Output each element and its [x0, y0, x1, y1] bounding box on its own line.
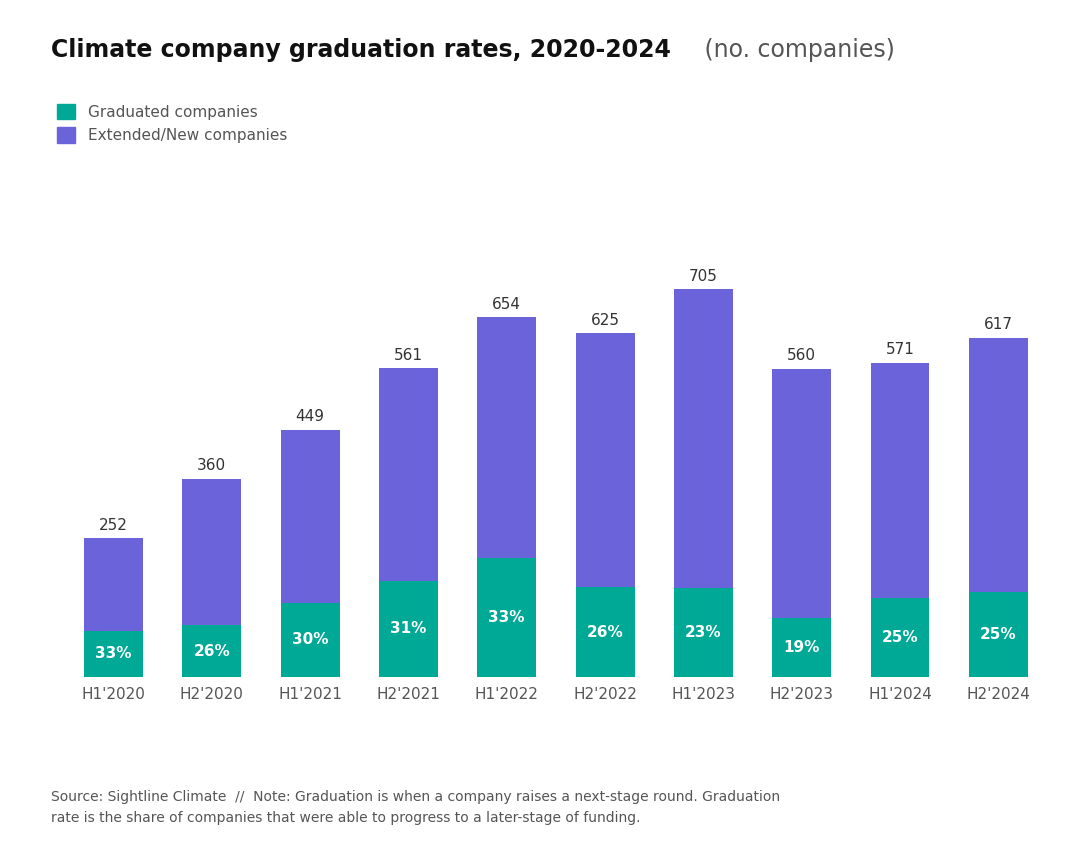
Text: 30%: 30% — [292, 632, 328, 647]
Bar — [969, 592, 1028, 677]
Text: (no. companies): (no. companies) — [697, 38, 895, 62]
Bar — [477, 317, 536, 558]
Bar — [871, 363, 930, 598]
Text: 26%: 26% — [193, 644, 230, 658]
Legend: Graduated companies, Extended/New companies: Graduated companies, Extended/New compan… — [57, 104, 287, 143]
Bar — [379, 581, 438, 677]
Text: 33%: 33% — [488, 610, 525, 625]
Bar — [871, 598, 930, 677]
Bar — [379, 368, 438, 581]
Bar — [674, 588, 732, 677]
Text: 23%: 23% — [685, 624, 722, 640]
Text: 617: 617 — [984, 317, 1013, 332]
Bar — [182, 479, 241, 625]
Bar — [477, 558, 536, 677]
Text: 560: 560 — [787, 349, 816, 364]
Text: 252: 252 — [99, 518, 128, 533]
Bar — [772, 618, 832, 677]
Text: 26%: 26% — [586, 624, 623, 640]
Bar — [576, 587, 634, 677]
Text: Source: Sightline Climate  //  Note: Graduation is when a company raises a next-: Source: Sightline Climate // Note: Gradu… — [51, 790, 780, 825]
Text: 19%: 19% — [784, 640, 820, 655]
Text: 360: 360 — [197, 459, 227, 474]
Bar — [84, 631, 143, 677]
Bar — [674, 289, 732, 588]
Bar — [772, 369, 832, 618]
Text: 31%: 31% — [390, 622, 426, 636]
Text: Climate company graduation rates, 2020-2024: Climate company graduation rates, 2020-2… — [51, 38, 671, 62]
Text: 25%: 25% — [882, 630, 918, 645]
Text: 33%: 33% — [95, 646, 132, 662]
Text: 571: 571 — [885, 343, 915, 357]
Text: 25%: 25% — [980, 627, 1017, 642]
Text: 705: 705 — [689, 269, 718, 283]
Bar — [576, 333, 634, 587]
Bar — [280, 430, 340, 602]
Text: 561: 561 — [393, 348, 423, 363]
Bar — [182, 625, 241, 677]
Text: 449: 449 — [295, 409, 325, 425]
Text: 625: 625 — [591, 313, 619, 327]
Bar — [280, 602, 340, 677]
Bar — [969, 338, 1028, 592]
Text: 654: 654 — [493, 297, 521, 311]
Bar — [84, 538, 143, 631]
